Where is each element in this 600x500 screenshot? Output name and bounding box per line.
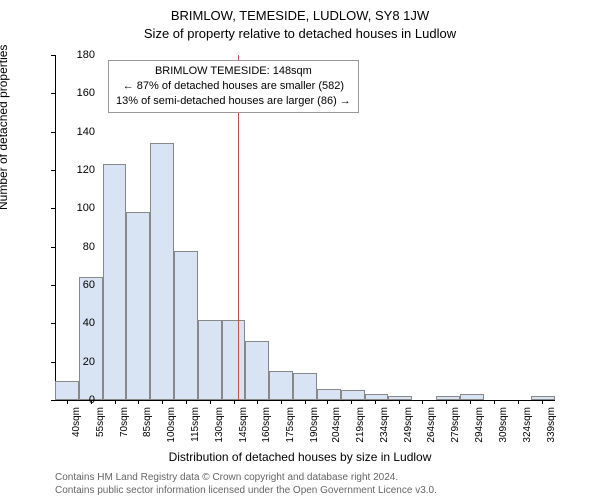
ytick-label: 80 (83, 241, 95, 253)
xtick-mark (162, 400, 163, 404)
xtick-label: 40sqm (71, 407, 82, 437)
histogram-bar (531, 396, 555, 400)
ytick-label: 160 (77, 87, 95, 99)
xtick-mark (446, 400, 447, 404)
xtick-label: 339sqm (546, 407, 557, 443)
xtick-mark (375, 400, 376, 404)
ytick-mark (51, 170, 55, 171)
histogram-bar (198, 320, 222, 401)
xtick-label: 190sqm (309, 407, 320, 443)
xtick-mark (138, 400, 139, 404)
xtick-mark (91, 400, 92, 404)
annotation-box: BRIMLOW TEMESIDE: 148sqm ← 87% of detach… (108, 60, 359, 113)
histogram-bar (55, 381, 79, 400)
xtick-mark (210, 400, 211, 404)
histogram-bar (269, 371, 293, 400)
ytick-label: 20 (83, 356, 95, 368)
histogram-bar (174, 251, 198, 401)
y-axis (55, 55, 56, 400)
histogram-bar (317, 389, 341, 401)
xtick-label: 249sqm (403, 407, 414, 443)
ytick-mark (51, 400, 55, 401)
footer-line-2: Contains public sector information licen… (55, 485, 437, 496)
xtick-label: 130sqm (214, 407, 225, 443)
histogram-bar (460, 394, 484, 400)
histogram-bar (436, 396, 460, 400)
xtick-mark (542, 400, 543, 404)
xtick-label: 309sqm (498, 407, 509, 443)
xtick-mark (351, 400, 352, 404)
ytick-mark (51, 55, 55, 56)
xtick-mark (67, 400, 68, 404)
title-sub: Size of property relative to detached ho… (0, 23, 600, 41)
histogram-bar (245, 341, 269, 400)
ytick-label: 60 (83, 279, 95, 291)
xtick-label: 294sqm (474, 407, 485, 443)
xtick-mark (470, 400, 471, 404)
xtick-mark (257, 400, 258, 404)
xtick-label: 204sqm (331, 407, 342, 443)
histogram-bar (103, 164, 127, 400)
histogram-bar (341, 390, 365, 400)
xtick-mark (518, 400, 519, 404)
xtick-mark (422, 400, 423, 404)
xtick-label: 175sqm (285, 407, 296, 443)
xtick-label: 219sqm (355, 407, 366, 443)
ytick-label: 140 (77, 126, 95, 138)
xtick-mark (234, 400, 235, 404)
footer-line-1: Contains HM Land Registry data © Crown c… (55, 472, 398, 483)
ytick-mark (51, 285, 55, 286)
ytick-label: 100 (77, 202, 95, 214)
ytick-mark (51, 362, 55, 363)
xtick-mark (494, 400, 495, 404)
chart-container: BRIMLOW, TEMESIDE, LUDLOW, SY8 1JW Size … (0, 0, 600, 500)
ytick-mark (51, 247, 55, 248)
x-axis-label: Distribution of detached houses by size … (0, 450, 600, 464)
ytick-label: 120 (77, 164, 95, 176)
xtick-mark (281, 400, 282, 404)
xtick-mark (399, 400, 400, 404)
histogram-bar (388, 396, 412, 400)
xtick-mark (305, 400, 306, 404)
ytick-mark (51, 93, 55, 94)
histogram-bar (126, 212, 150, 400)
xtick-mark (327, 400, 328, 404)
annotation-line1: BRIMLOW TEMESIDE: 148sqm (116, 64, 351, 79)
ytick-mark (51, 323, 55, 324)
title-main: BRIMLOW, TEMESIDE, LUDLOW, SY8 1JW (0, 0, 600, 23)
xtick-label: 160sqm (261, 407, 272, 443)
xtick-label: 279sqm (450, 407, 461, 443)
xtick-label: 234sqm (379, 407, 390, 443)
ytick-label: 180 (77, 49, 95, 61)
histogram-bar (150, 143, 174, 400)
xtick-label: 324sqm (522, 407, 533, 443)
xtick-label: 145sqm (238, 407, 249, 443)
xtick-label: 100sqm (166, 407, 177, 443)
histogram-bar (79, 277, 103, 400)
xtick-label: 55sqm (95, 407, 106, 437)
histogram-bar (293, 373, 317, 400)
y-axis-label: Number of detached properties (0, 45, 10, 210)
xtick-label: 85sqm (142, 407, 153, 437)
xtick-mark (186, 400, 187, 404)
xtick-label: 70sqm (119, 407, 130, 437)
xtick-label: 115sqm (190, 407, 201, 442)
ytick-mark (51, 208, 55, 209)
histogram-bar (222, 320, 246, 401)
xtick-label: 264sqm (426, 407, 437, 443)
annotation-line3: 13% of semi-detached houses are larger (… (116, 94, 351, 109)
xtick-mark (115, 400, 116, 404)
annotation-line2: ← 87% of detached houses are smaller (58… (116, 79, 351, 94)
ytick-label: 40 (83, 317, 95, 329)
histogram-bar (365, 394, 389, 400)
ytick-mark (51, 132, 55, 133)
